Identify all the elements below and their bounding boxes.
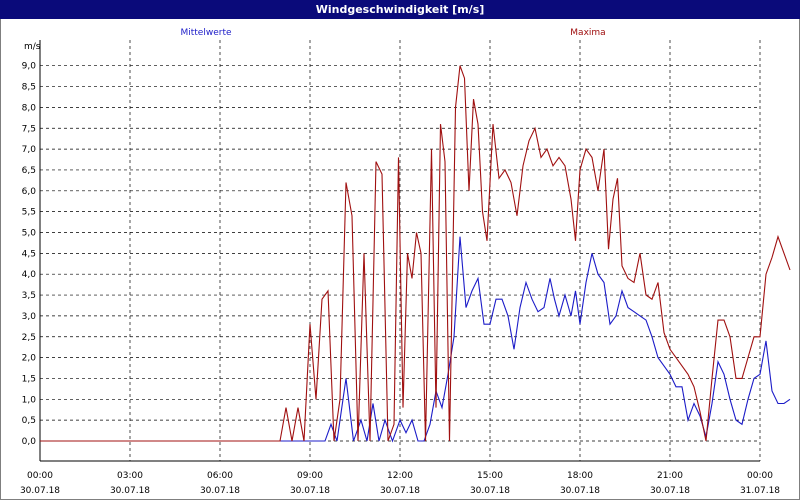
y-axis-label: m/s xyxy=(24,42,41,52)
x-tick-time: 12:00 xyxy=(387,471,413,481)
y-tick-label: 8,5 xyxy=(22,83,36,93)
y-tick-label: 7,5 xyxy=(22,124,36,134)
x-tick-time: 00:00 xyxy=(747,471,773,481)
y-tick-label: 3,0 xyxy=(22,312,37,322)
y-tick-label: 2,5 xyxy=(22,333,36,343)
y-tick-label: 5,5 xyxy=(22,208,36,218)
y-tick-label: 0,0 xyxy=(22,437,37,447)
y-tick-label: 9,0 xyxy=(22,62,37,72)
y-tick-label: 4,0 xyxy=(22,270,37,280)
y-tick-label: 8,0 xyxy=(22,103,37,113)
series-line-maxima xyxy=(40,65,791,442)
x-tick-time: 21:00 xyxy=(657,471,683,481)
y-tick-label: 5,0 xyxy=(22,229,37,239)
y-tick-label: 3,5 xyxy=(22,291,36,301)
x-tick-time: 03:00 xyxy=(117,471,143,481)
x-tick-time: 18:00 xyxy=(567,471,593,481)
y-tick-label: 7,0 xyxy=(22,145,37,155)
y-tick-label: 4,5 xyxy=(22,249,36,259)
legend-mean: Mittelwerte xyxy=(180,28,231,38)
x-tick-time: 06:00 xyxy=(207,471,233,481)
y-tick-label: 6,0 xyxy=(22,187,37,197)
x-tick-time: 09:00 xyxy=(297,471,323,481)
x-tick-date: 30.07.18 xyxy=(20,486,60,496)
y-tick-label: 1,5 xyxy=(22,374,36,384)
x-tick-date: 30.07.18 xyxy=(650,486,690,496)
x-tick-time: 15:00 xyxy=(477,471,503,481)
x-tick-date: 30.07.18 xyxy=(470,486,510,496)
y-tick-label: 6,5 xyxy=(22,166,36,176)
x-tick-date: 31.07.18 xyxy=(740,486,780,496)
x-tick-date: 30.07.18 xyxy=(560,486,600,496)
chart-title: Windgeschwindigkeit [m/s] xyxy=(0,0,800,19)
x-tick-date: 30.07.18 xyxy=(380,486,420,496)
x-tick-time: 00:00 xyxy=(27,471,53,481)
x-tick-date: 30.07.18 xyxy=(290,486,330,496)
legend-max: Maxima xyxy=(570,28,605,38)
y-tick-label: 0,5 xyxy=(22,416,36,426)
series-line-mittelwerte xyxy=(40,236,791,443)
y-tick-label: 1,0 xyxy=(22,395,37,405)
y-tick-label: 2,0 xyxy=(22,354,37,364)
x-tick-date: 30.07.18 xyxy=(110,486,150,496)
x-tick-date: 30.07.18 xyxy=(200,486,240,496)
